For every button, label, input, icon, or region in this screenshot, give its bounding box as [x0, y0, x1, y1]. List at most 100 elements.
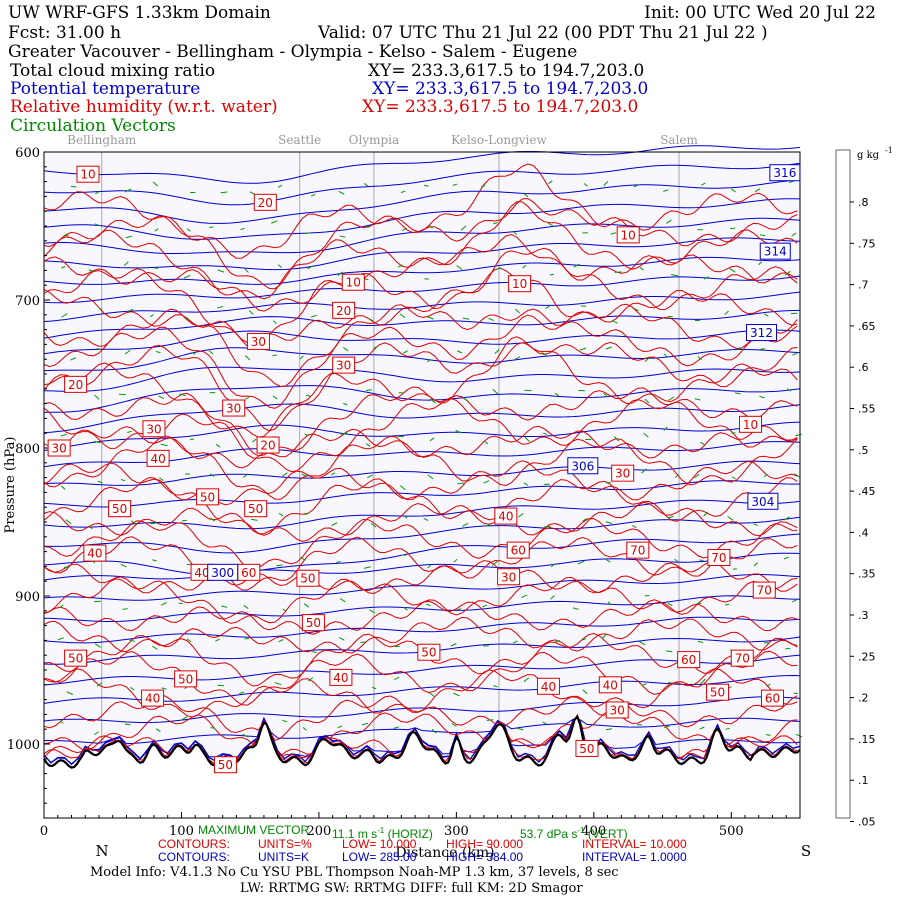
circulation-vector [122, 608, 128, 610]
rh-contour [43, 435, 798, 500]
theta-contour [43, 329, 801, 355]
circulation-vector [734, 392, 741, 395]
theta-contour [43, 275, 801, 304]
circulation-vector [60, 433, 67, 437]
theta-contour [43, 385, 801, 413]
circulation-vector [522, 264, 527, 269]
rh-contour-label-box [616, 226, 640, 244]
rh-contour-label-box [626, 541, 650, 559]
theta-contour [43, 499, 801, 530]
colorbar-label: .45 [858, 485, 876, 498]
circulation-vector [663, 353, 668, 358]
rh-contour-label: 50 [178, 672, 193, 686]
circulation-vector [549, 273, 554, 276]
north-label: N [95, 842, 108, 860]
circulation-vector [606, 728, 613, 731]
circulation-vector [481, 184, 486, 188]
rh-contour [43, 233, 798, 312]
rh-contour [43, 560, 798, 595]
circulation-vector [453, 692, 460, 697]
circulation-vector [183, 275, 191, 279]
rh-contour-label-box [256, 436, 280, 454]
circulation-vector [731, 476, 736, 480]
circulation-vector [582, 517, 587, 522]
colorbar-label: .15 [858, 733, 876, 746]
circulation-vector [515, 308, 521, 314]
rh-contour [43, 341, 798, 432]
forecast-hour: Fcst: 31.00 h [8, 23, 122, 43]
colorbar-label: .05 [858, 816, 876, 829]
circulation-vector [159, 477, 164, 481]
rh-contour-label-box [196, 488, 220, 506]
circulation-vector [696, 602, 702, 605]
circulation-vector [95, 191, 100, 195]
rh-contour [43, 616, 798, 654]
circulation-vector [793, 473, 800, 478]
circulation-vector [130, 686, 135, 691]
circulation-vector [697, 356, 703, 360]
circulation-vector [370, 522, 377, 528]
circulation-vector [753, 562, 759, 567]
colorbar-unit-exponent: -1 [885, 146, 893, 155]
circulation-vector [209, 473, 215, 477]
circulation-vector [251, 518, 258, 521]
theta-contour [43, 573, 801, 601]
theta-contour [43, 674, 801, 704]
rh-contour-label: 30 [610, 703, 625, 717]
rh-contour [43, 398, 798, 473]
circulation-vector [700, 678, 706, 685]
theta-contour [43, 162, 801, 206]
circulation-vector [343, 402, 348, 406]
theta-contour-label-box [759, 242, 791, 260]
circulation-vector [160, 443, 168, 447]
circulation-vector [493, 222, 498, 225]
circulation-vector [339, 235, 346, 238]
circulation-vector [494, 349, 500, 355]
circulation-vector [393, 726, 400, 729]
theta-contour-label: 314 [764, 245, 787, 259]
circulation-vector [301, 473, 307, 477]
circulation-vector [605, 521, 613, 525]
vertical-vector-value: 53.7 dPa s-1 (VERT) [520, 826, 628, 841]
rh-contour [43, 695, 798, 741]
rh-contour-label-box [64, 375, 88, 393]
rh-contour-label-box [146, 449, 170, 467]
max-vector-value: 11.1 m s-1 (HORIZ) [332, 826, 433, 841]
circulation-vector [674, 558, 679, 563]
rh-contour-label-box [611, 464, 635, 482]
rh-contour [43, 303, 798, 388]
circulation-vector [70, 357, 77, 361]
rh-contour-label: 40 [333, 671, 348, 685]
rh-contour-label-box [739, 415, 763, 433]
circulation-vector [675, 474, 679, 478]
circulation-vector [239, 691, 245, 694]
circulation-vector [127, 430, 132, 434]
rh-contour-label-box [213, 756, 237, 774]
circulation-vector [299, 355, 304, 360]
rh-contour-label: 10 [512, 277, 527, 291]
rh-contour-label: 20 [336, 304, 351, 318]
circulation-vector [94, 643, 101, 648]
rh-contour-label: 50 [710, 686, 725, 700]
circulation-vector [694, 473, 700, 479]
circulation-vector [516, 727, 524, 731]
circulation-vector [603, 181, 609, 186]
circulation-vector [725, 603, 730, 606]
circulation-vector [426, 316, 434, 320]
circulation-vector [243, 473, 249, 478]
circulation-vector [179, 393, 187, 397]
circulation-vector [93, 731, 99, 736]
circulation-vector [152, 559, 157, 562]
rh-contour-label-box [494, 507, 518, 525]
circulation-vector [485, 523, 491, 527]
theta-contour [43, 441, 801, 468]
circulation-vector [795, 733, 803, 738]
circulation-vector [699, 726, 705, 730]
product-title: UW WRF-GFS 1.33km Domain [8, 3, 271, 23]
circulation-vector [215, 443, 221, 448]
circulation-vector [360, 641, 366, 644]
x-axis-title: Distance (km) [395, 845, 494, 861]
rh-contour [43, 336, 798, 438]
circulation-vector [186, 228, 191, 232]
